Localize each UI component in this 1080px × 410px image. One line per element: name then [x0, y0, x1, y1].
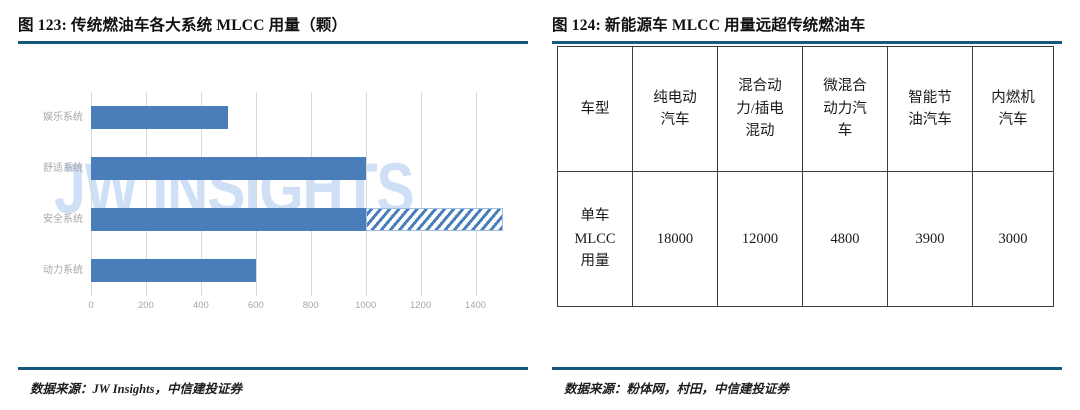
- x-tick-200: 200: [137, 300, 154, 311]
- mlcc-table-wrap: 车型 纯电动 汽车 混合动 力/插电 混动 微混合: [557, 46, 1054, 307]
- table-header-cell-hev-phev: 混合动 力/插电 混动: [717, 46, 803, 172]
- y-axis-line: [91, 92, 92, 296]
- title-divider-left: [18, 41, 528, 44]
- bar-row-safety: 安全系统: [43, 194, 503, 245]
- table-cell-mild-hybrid-value: 4800: [802, 171, 888, 307]
- bar-row-powertrain: 动力系统: [43, 245, 503, 296]
- table-cell-smart-fuel-saving-value: 3900: [887, 171, 973, 307]
- plot-area: 娱乐系统 舒适系统 安全系统 动力系统: [43, 92, 503, 311]
- gridline-200: [145, 92, 147, 296]
- gridline-400: [200, 92, 202, 296]
- bar-row-comfort: 舒适系统: [43, 143, 503, 194]
- x-tick-400: 400: [192, 300, 209, 311]
- category-label-powertrain: 动力系统: [43, 265, 83, 276]
- source-note-right: 数据来源：粉体网，村田，中信建投证券: [564, 382, 790, 396]
- table-header-cell-smart-fuel-saving: 智能节 油汽车: [887, 46, 973, 172]
- title-divider-right: [552, 41, 1062, 44]
- bar-comfort[interactable]: [91, 157, 366, 180]
- x-tick-800: 800: [302, 300, 319, 311]
- category-label-comfort: 舒适系统: [43, 163, 83, 174]
- source-divider-right: [552, 367, 1062, 370]
- table-header-cell-vehicle-type: 车型: [557, 46, 633, 172]
- page-title-left: 图 123: 传统燃油车各大系统 MLCC 用量（颗）: [18, 17, 348, 34]
- source-divider-left: [18, 367, 528, 370]
- table-cell-bev-value: 18000: [632, 171, 718, 307]
- right-figure-panel: 图 124: 新能源车 MLCC 用量远超传统燃油车 车型: [552, 0, 1062, 410]
- category-label-entertainment: 娱乐系统: [43, 112, 83, 123]
- table-cell-ice-value: 3000: [972, 171, 1054, 307]
- table-header-row: 车型 纯电动 汽车 混合动 力/插电 混动 微混合: [557, 46, 1054, 172]
- x-tick-1400: 1400: [464, 300, 487, 311]
- table-cell-hev-phev-value: 12000: [717, 171, 803, 307]
- gridline-800: [310, 92, 312, 296]
- gridline-1400: [475, 92, 477, 296]
- source-note-left: 数据来源：JW Insights，中信建投证券: [30, 382, 242, 396]
- bar-safety[interactable]: [91, 208, 366, 231]
- gridline-1000: [365, 92, 367, 296]
- gridline-600: [255, 92, 257, 296]
- x-tick-600: 600: [247, 300, 264, 311]
- gridline-1200: [420, 92, 422, 296]
- table-header-cell-bev: 纯电动 汽车: [632, 46, 718, 172]
- left-figure-panel: 图 123: 传统燃油车各大系统 MLCC 用量（颗） JW INSIGHTS …: [18, 0, 528, 410]
- bar-row-entertainment: 娱乐系统: [43, 92, 503, 143]
- x-tick-0: 0: [88, 300, 94, 311]
- table-header-cell-mild-hybrid: 微混合 动力汽 车: [802, 46, 888, 172]
- x-tick-1000: 1000: [355, 300, 377, 311]
- mlcc-usage-table: 车型 纯电动 汽车 混合动 力/插电 混动 微混合: [557, 46, 1054, 307]
- x-tick-1200: 1200: [410, 300, 432, 311]
- table-row-label-mlcc-usage: 单车 MLCC 用量: [557, 171, 633, 307]
- table-row: 单车 MLCC 用量 18000 12000 4800 3900 3000: [557, 171, 1054, 307]
- bar-chart: JW INSIGHTS 娱乐系统 舒适系统: [18, 52, 528, 362]
- bar-safety-hatched-extension[interactable]: [365, 208, 503, 231]
- bar-entertainment[interactable]: [91, 106, 229, 129]
- bar-powertrain[interactable]: [91, 259, 256, 282]
- category-label-safety: 安全系统: [43, 214, 83, 225]
- page-title-right: 图 124: 新能源车 MLCC 用量远超传统燃油车: [552, 17, 866, 34]
- table-header-cell-ice: 内燃机 汽车: [972, 46, 1054, 172]
